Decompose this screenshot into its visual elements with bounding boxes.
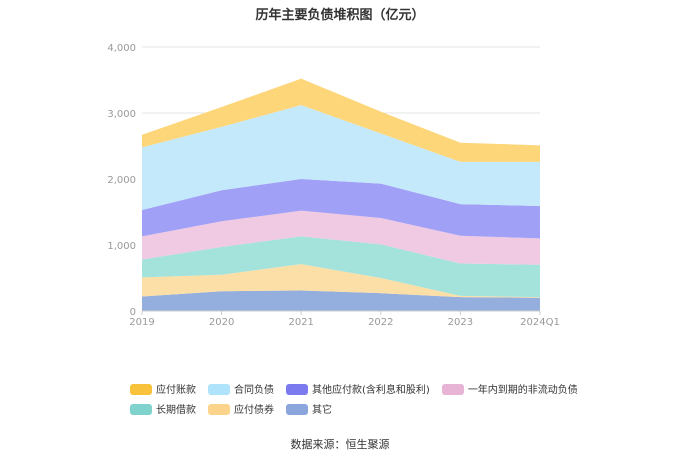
- legend-item[interactable]: 长期借款: [130, 404, 196, 418]
- legend-item[interactable]: 其它: [286, 404, 332, 418]
- x-tick-label: 2023: [448, 317, 473, 328]
- legend-label: 其它: [312, 405, 332, 416]
- legend-swatch: [130, 404, 152, 415]
- legend-row: 长期借款 应付债券 其它: [130, 398, 570, 418]
- legend-label: 应付账款: [156, 385, 196, 396]
- legend-swatch: [286, 384, 308, 395]
- area-series: [142, 290, 540, 311]
- legend-item[interactable]: 一年内到期的非流动负债: [441, 384, 578, 398]
- area-series: [142, 78, 540, 162]
- area-layer: [142, 78, 540, 311]
- y-tick-label: 1,000: [107, 241, 136, 252]
- x-tick-label: 2024Q1: [520, 317, 560, 328]
- area-series: [142, 236, 540, 298]
- legend-swatch: [286, 404, 308, 415]
- x-tick-label: 2020: [209, 317, 234, 328]
- y-tick-label: 2,000: [107, 175, 136, 186]
- legend-row: 应付账款 合同负债 其他应付款(含利息和股利) 一年内到期的非流动负债: [130, 378, 578, 398]
- x-tick-label: 2019: [129, 317, 154, 328]
- legend-item[interactable]: 应付账款: [130, 384, 196, 398]
- x-tick-label: 2021: [288, 317, 313, 328]
- legend-label: 应付债券: [234, 405, 274, 416]
- y-tick-label: 3,000: [107, 109, 136, 120]
- y-tick-label: 0: [130, 307, 136, 318]
- x-tick-label: 2022: [368, 317, 393, 328]
- area-series: [142, 210, 540, 265]
- legend-label: 其他应付款(含利息和股利): [312, 385, 430, 396]
- legend-swatch: [208, 404, 230, 415]
- legend-swatch: [208, 384, 230, 395]
- legend-swatch: [441, 384, 464, 395]
- legend-label: 合同负债: [234, 385, 274, 396]
- area-series: [142, 179, 540, 239]
- legend-swatch: [130, 384, 152, 395]
- area-series: [142, 264, 540, 298]
- area-series: [142, 105, 540, 211]
- source-note: 数据来源：恒生聚源: [290, 438, 390, 451]
- y-tick-label: 4,000: [107, 43, 136, 54]
- legend-item[interactable]: 应付债券: [208, 404, 274, 418]
- legend: 应付账款 合同负债 其他应付款(含利息和股利) 一年内到期的非流动负债 长期借款 应付债…: [130, 378, 578, 418]
- legend-label: 长期借款: [156, 405, 196, 416]
- axis-layer: 0 1,000 2,000 3,000 4,000 2019 2020 2021 2022 202…: [107, 43, 559, 328]
- chart-title: 历年主要负债堆积图（亿元）: [255, 8, 425, 23]
- legend-item[interactable]: 其他应付款(含利息和股利): [286, 384, 430, 398]
- legend-item[interactable]: 合同负债: [208, 384, 274, 398]
- legend-label: 一年内到期的非流动负债: [467, 385, 578, 396]
